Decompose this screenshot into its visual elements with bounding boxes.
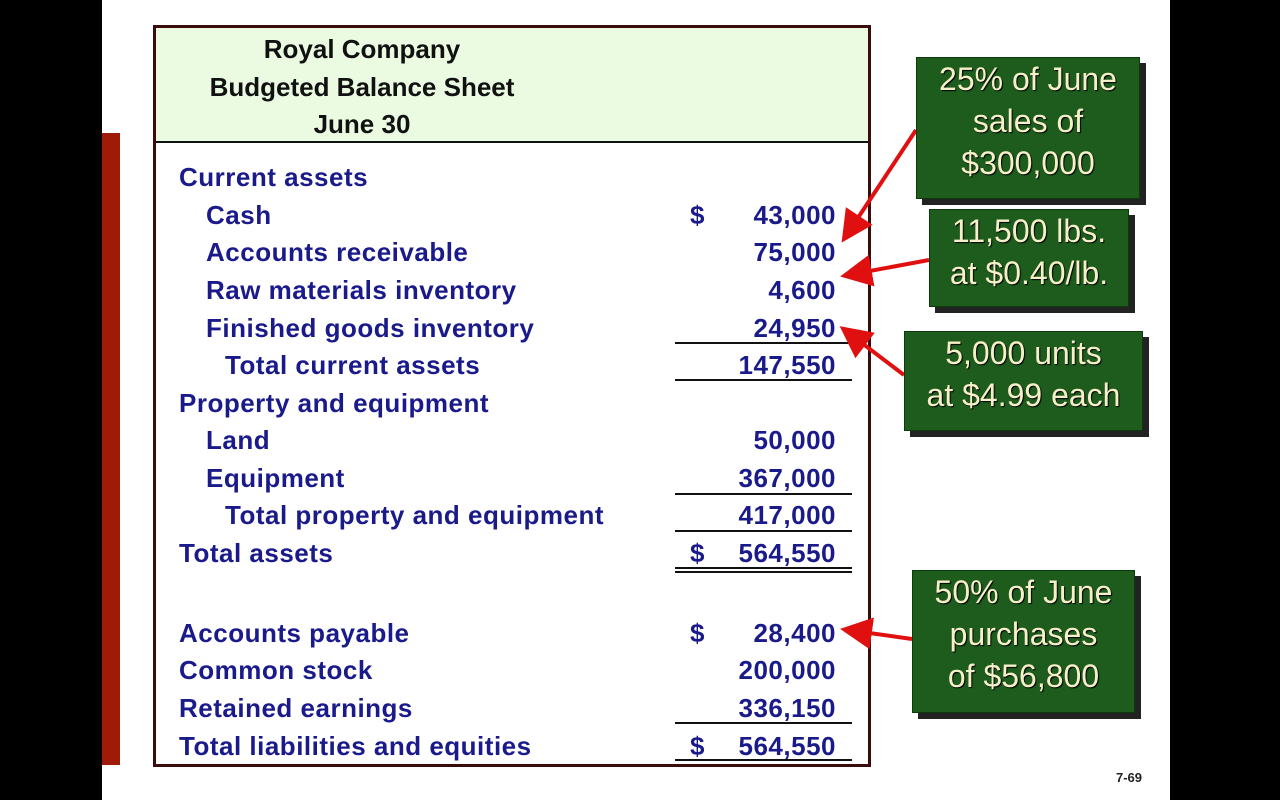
row-label: Land: [206, 425, 271, 455]
underline: [675, 379, 852, 381]
left-letterbox: [0, 0, 102, 800]
table-row: Finished goods inventory 24,950: [156, 309, 868, 346]
row-label: Property and equipment: [179, 388, 490, 418]
row-value: 147,550: [738, 350, 836, 380]
row-value: 367,000: [738, 463, 836, 493]
row-value: 564,550: [738, 538, 836, 568]
double-underline: [675, 567, 852, 569]
row-label: Retained earnings: [179, 693, 413, 723]
table-row: Accounts receivable 75,000: [156, 233, 868, 270]
row-value: 24,950: [753, 313, 836, 343]
callout-finished-goods: 5,000 units at $4.99 each: [904, 331, 1143, 431]
side-accent-bar: [102, 133, 120, 765]
row-value: 564,550: [738, 731, 836, 761]
sheet-title: Budgeted Balance Sheet: [209, 71, 515, 102]
row-label: Equipment: [206, 463, 345, 493]
row-label: Accounts payable: [179, 618, 410, 648]
row-value: 75,000: [753, 237, 836, 267]
double-underline: [675, 571, 852, 573]
table-row: Accounts payable $28,400: [156, 614, 868, 651]
row-label: Total assets: [179, 538, 334, 568]
callout-raw-materials: 11,500 lbs. at $0.40/lb.: [929, 209, 1129, 307]
row-label: Raw materials inventory: [206, 275, 517, 305]
row-label: Total liabilities and equities: [179, 731, 532, 761]
row-value: 4,600: [768, 275, 836, 305]
callout-accounts-payable: 50% of June purchases of $56,800: [912, 570, 1135, 713]
row-value: 200,000: [738, 655, 836, 685]
table-row: Equipment 367,000: [156, 459, 868, 496]
row-label: Total property and equipment: [225, 500, 604, 530]
arrow-icon: [840, 617, 913, 650]
table-row: Total liabilities and equities $564,550: [156, 727, 868, 764]
dollar-sign: $: [690, 618, 705, 648]
dollar-sign: $: [690, 538, 705, 568]
arrow-icon: [840, 254, 930, 287]
row-label: Cash: [206, 200, 272, 230]
row-value: 417,000: [738, 500, 836, 530]
underline: [675, 722, 852, 724]
right-letterbox: [1170, 0, 1280, 800]
arrow-icon: [841, 128, 918, 243]
arrow-icon: [839, 326, 906, 377]
table-row: Common stock 200,000: [156, 651, 868, 688]
underline: [675, 342, 852, 344]
table-row: Total assets $564,550: [156, 534, 868, 571]
underline: [675, 759, 852, 761]
row-value: 28,400: [753, 618, 836, 648]
dollar-sign: $: [690, 200, 705, 230]
sheet-header: Royal Company Budgeted Balance Sheet Jun…: [156, 28, 868, 143]
table-row: Total property and equipment 417,000: [156, 496, 868, 533]
row-value: 336,150: [738, 693, 836, 723]
row-label: Common stock: [179, 655, 373, 685]
table-row: Current assets: [156, 158, 868, 195]
table-row: Retained earnings 336,150: [156, 689, 868, 726]
company-name: Royal Company: [263, 34, 461, 64]
row-label: Current assets: [179, 162, 369, 192]
table-row: Raw materials inventory 4,600: [156, 271, 868, 308]
row-label: Accounts receivable: [206, 237, 469, 267]
balance-sheet: Royal Company Budgeted Balance Sheet Jun…: [153, 25, 871, 767]
page-number: 7-69: [1116, 770, 1143, 785]
underline: [675, 530, 852, 532]
underline: [675, 493, 852, 495]
table-row: Land 50,000: [156, 421, 868, 458]
row-value: 50,000: [753, 425, 836, 455]
row-label: Finished goods inventory: [206, 313, 535, 343]
row-label: Total current assets: [225, 350, 481, 380]
table-row: Total current assets 147,550: [156, 346, 868, 383]
callout-receivables: 25% of June sales of $300,000: [916, 57, 1140, 199]
sheet-date: June 30: [313, 109, 411, 139]
table-row: Cash $43,000: [156, 196, 868, 233]
dollar-sign: $: [690, 731, 705, 761]
table-row: Property and equipment: [156, 384, 868, 421]
row-value: 43,000: [753, 200, 836, 230]
